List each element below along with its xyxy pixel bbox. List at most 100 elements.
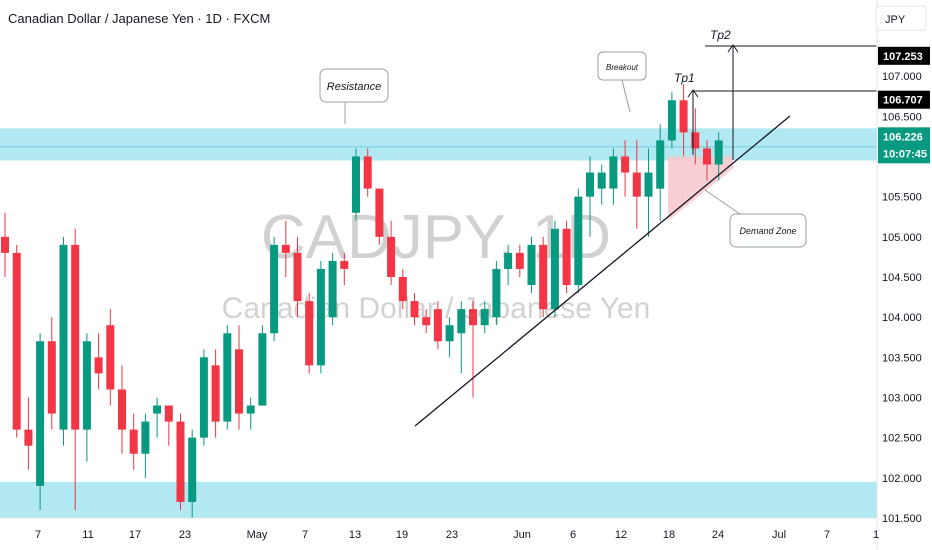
candle [562, 220, 571, 294]
current-price-tag [878, 127, 930, 164]
candle [656, 124, 665, 221]
candle-body [340, 260, 349, 269]
x-tick-label: 23 [179, 529, 191, 541]
candle-body [24, 429, 33, 446]
y-tick-label: 102.000 [882, 473, 922, 485]
candle [36, 333, 45, 510]
candle [47, 317, 56, 430]
candle-body [352, 156, 360, 213]
candle-body [235, 349, 243, 414]
breakout-label: Breakout [606, 63, 639, 72]
y-tick-label: 104.000 [882, 312, 922, 324]
demand-callout [729, 213, 807, 248]
candle-body [656, 140, 665, 189]
candle [106, 309, 115, 406]
candle-body [445, 325, 454, 342]
candle-body [539, 244, 548, 310]
candle-body [609, 156, 618, 189]
candle [469, 301, 477, 398]
candle-body [550, 228, 559, 310]
candle-body [188, 437, 197, 502]
support-zone [0, 481, 877, 518]
candle [410, 293, 419, 326]
x-tick-label: 23 [446, 529, 458, 541]
candle-body [527, 244, 536, 286]
candle [141, 413, 150, 478]
candle [375, 188, 384, 245]
candle-body [469, 309, 477, 326]
current-price-label: 106.226 [883, 131, 923, 143]
x-tick-label: 19 [396, 529, 408, 541]
candle [621, 140, 630, 197]
candle-body [714, 140, 723, 165]
candle [270, 236, 279, 342]
candle-body [398, 276, 407, 302]
candle-body [176, 421, 185, 502]
candle-body [387, 236, 396, 277]
x-tick-label: 13 [349, 529, 361, 541]
candle [71, 228, 80, 510]
candle [632, 140, 641, 229]
y-tick-label: 105.500 [882, 192, 922, 204]
candle [422, 309, 431, 334]
candle [188, 429, 197, 518]
candle-body [562, 228, 571, 286]
x-tick-label: May [247, 529, 268, 541]
candle [82, 333, 91, 462]
demand-pointer [704, 189, 741, 215]
candle [176, 413, 185, 510]
candle [714, 132, 723, 181]
y-tick-label: 106.500 [882, 111, 922, 123]
candle [258, 325, 267, 406]
candle [340, 252, 349, 286]
candle-body [410, 301, 419, 318]
candle-body [246, 405, 255, 414]
candle-body [422, 317, 431, 326]
candle [363, 148, 372, 197]
candle-body [480, 309, 489, 326]
candle-body [281, 244, 290, 253]
y-tick-label: 104.500 [882, 272, 922, 284]
candle-body [47, 341, 56, 414]
candle [679, 84, 688, 157]
y-tick-label: 107.000 [882, 71, 922, 83]
candle-body [71, 244, 80, 430]
candle-body [679, 100, 688, 133]
candle-body [293, 252, 302, 302]
candle-body [667, 100, 676, 141]
candle-body [305, 301, 314, 366]
candle [235, 325, 243, 430]
y-tick-label: 101.500 [882, 513, 922, 525]
candle [433, 301, 442, 350]
candle-body [574, 196, 583, 286]
x-tick-label: Jun [513, 529, 531, 541]
candle [328, 252, 337, 326]
candle-body [621, 156, 630, 173]
candle-body [258, 333, 267, 406]
candle-body [106, 325, 115, 390]
current-price-countdown: 10:07:45 [883, 148, 927, 160]
candle [609, 148, 618, 205]
candle [246, 397, 255, 430]
candle [387, 220, 396, 286]
candle-body [270, 244, 279, 334]
candle-body [12, 252, 21, 430]
candle-body [223, 333, 232, 422]
candle [457, 301, 466, 374]
y-tick-label: 105.000 [882, 232, 922, 244]
candle [59, 236, 68, 446]
candle [480, 301, 489, 334]
x-tick-label: 7 [302, 529, 308, 541]
candle [703, 140, 711, 181]
ascending-trendline [414, 115, 791, 427]
candle [94, 333, 103, 390]
candle-body [504, 252, 513, 269]
demand-label: Demand Zone [739, 226, 796, 236]
resistance-label: Resistance [327, 81, 381, 93]
candle-body [632, 172, 641, 197]
candle-body [515, 252, 524, 269]
candle-body [492, 268, 501, 318]
tp1-arrowhead [687, 89, 699, 98]
